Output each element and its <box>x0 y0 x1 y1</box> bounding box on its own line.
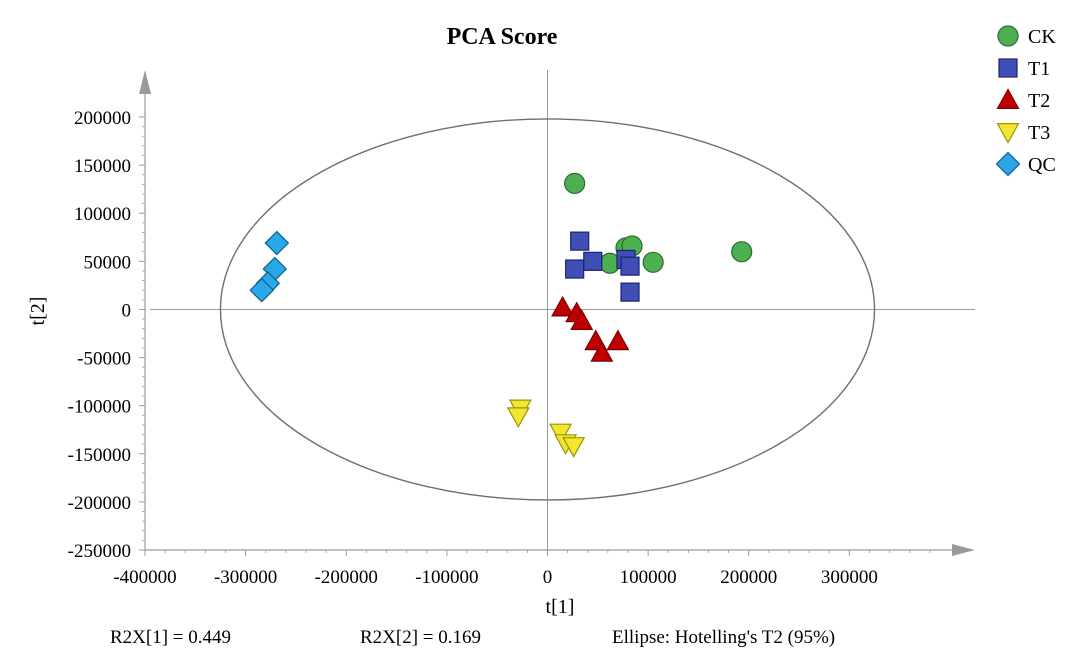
legend-label-ck: CK <box>1028 26 1056 48</box>
legend-marker-t3 <box>996 122 1020 144</box>
footer-r2x2: R2X[2] = 0.169 <box>360 627 481 648</box>
points-layer <box>249 172 753 458</box>
data-point-t1 <box>620 256 640 276</box>
data-point-t1 <box>583 251 603 271</box>
y-tick-label: 50000 <box>84 252 132 273</box>
data-point-t2 <box>606 329 630 351</box>
legend-marker-t1 <box>998 58 1018 78</box>
legend: CK T1 T2 T3 QC <box>995 25 1056 177</box>
x-tick-label: 100000 <box>620 567 677 588</box>
y-tick-label: 100000 <box>74 204 131 225</box>
x-tick-label: -300000 <box>214 567 277 588</box>
footer-r2x1: R2X[1] = 0.449 <box>110 627 231 648</box>
x-tick-label: -400000 <box>113 567 176 588</box>
legend-marker-t2 <box>996 88 1020 110</box>
data-point-ck <box>731 241 753 263</box>
legend-item-ck: CK <box>997 25 1056 48</box>
y-tick-label: -200000 <box>68 493 131 514</box>
legend-item-t2: T2 <box>996 88 1050 112</box>
legend-label-t2: T2 <box>1028 90 1050 112</box>
legend-marker-ck <box>997 25 1019 47</box>
tick-layer: 200000 150000 100000 50000 0 -50000 -100000 -15… <box>68 108 931 588</box>
data-point-t3 <box>562 437 586 458</box>
y-tick-label: -250000 <box>68 541 131 562</box>
data-point-t1 <box>565 259 585 279</box>
legend-label-t1: T1 <box>1028 58 1050 80</box>
x-tick-label: 0 <box>543 567 553 588</box>
data-point-t1 <box>570 231 590 251</box>
legend-label-qc: QC <box>1028 154 1056 176</box>
x-tick-label: 200000 <box>720 567 777 588</box>
series-t1 <box>565 231 640 302</box>
x-tick-label: -200000 <box>315 567 378 588</box>
data-point-t2 <box>590 341 614 362</box>
y-axis-label: t[2] <box>27 297 49 326</box>
y-tick-label: -50000 <box>77 349 131 370</box>
series-t3 <box>506 399 586 458</box>
data-point-t2 <box>570 309 594 330</box>
data-point-qc <box>264 230 290 256</box>
legend-item-t3: T3 <box>996 122 1050 144</box>
y-tick-label: 200000 <box>74 108 131 129</box>
y-axis-arrow-icon <box>139 70 151 94</box>
data-point-ck <box>642 251 664 273</box>
series-t2 <box>551 295 630 362</box>
y-tick-label: -150000 <box>68 445 131 466</box>
series-qc <box>249 230 290 303</box>
legend-item-t1: T1 <box>998 58 1050 80</box>
ellipse-layer <box>219 118 876 501</box>
legend-item-qc: QC <box>995 151 1056 177</box>
x-tick-label: -100000 <box>415 567 478 588</box>
data-point-t3 <box>549 423 573 445</box>
x-axis-arrow-icon <box>952 544 975 556</box>
y-tick-label: -100000 <box>68 397 131 418</box>
data-point-ck <box>564 172 586 194</box>
legend-label-t3: T3 <box>1028 122 1050 144</box>
data-point-t1 <box>620 282 640 302</box>
y-tick-label: 0 <box>122 300 132 321</box>
hotelling-ellipse <box>219 118 876 501</box>
x-axis-label: t[1] <box>546 596 575 618</box>
data-point-qc <box>249 277 275 303</box>
chart-title: PCA Score <box>447 24 558 50</box>
legend-marker-qc <box>995 151 1021 177</box>
y-tick-label: 150000 <box>74 156 131 177</box>
data-point-t2 <box>551 295 575 317</box>
x-tick-label: 300000 <box>821 567 878 588</box>
footer-ellipse-label: Ellipse: Hotelling's T2 (95%) <box>612 627 835 648</box>
data-point-t3 <box>506 407 530 428</box>
